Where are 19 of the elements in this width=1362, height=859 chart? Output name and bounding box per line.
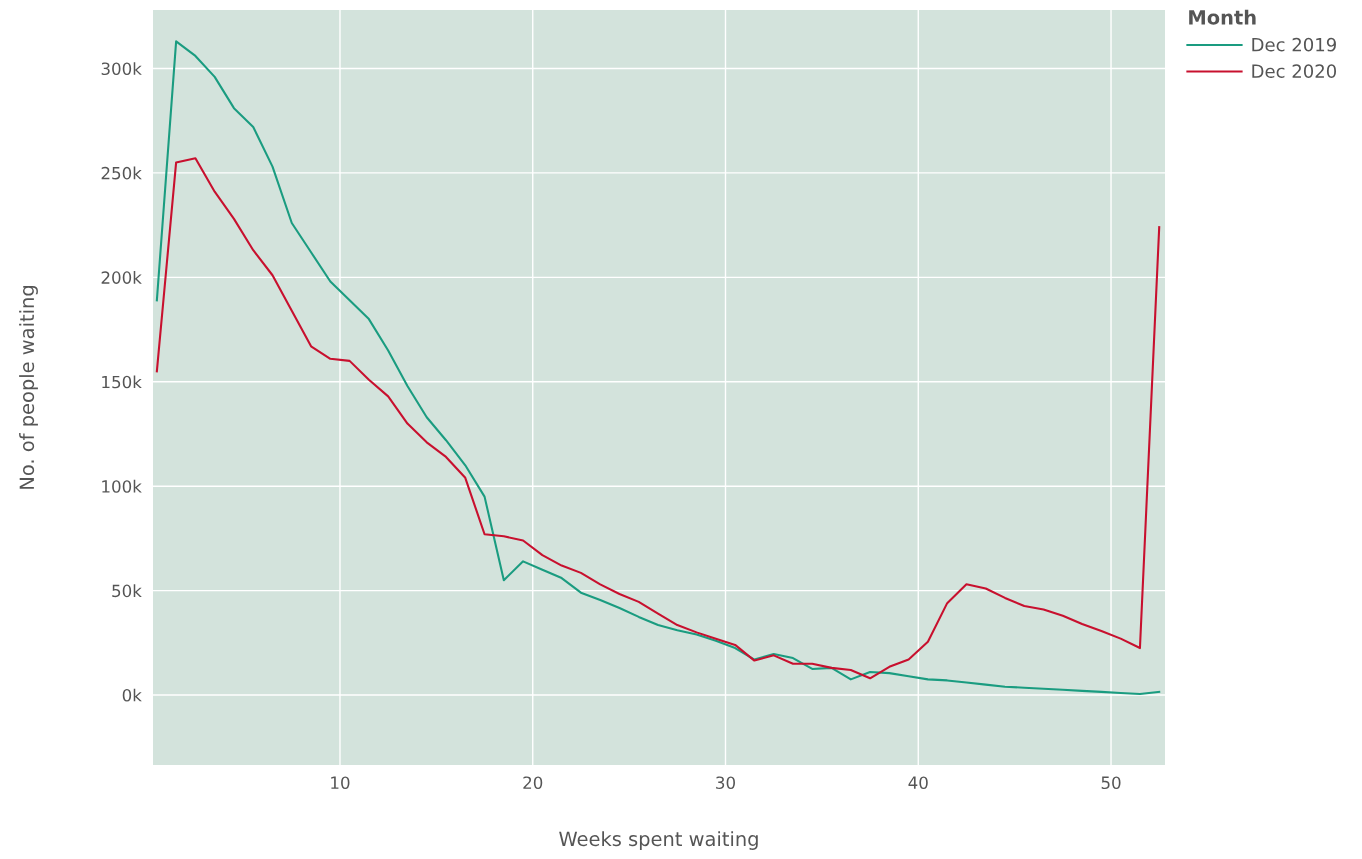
legend-label: Dec 2019 — [1252, 37, 1336, 52]
x-tick-label: 10 — [331, 776, 350, 790]
x-tick-label: 30 — [716, 776, 735, 790]
x-axis-title: Weeks spent waiting — [559, 831, 758, 850]
line-series — [155, 157, 1161, 680]
x-tick-label: 20 — [523, 776, 543, 790]
y-tick-label: 200k — [101, 271, 142, 284]
y-tick-label: 0k — [122, 688, 142, 702]
y-tick-label: 50k — [112, 584, 142, 598]
line-series — [155, 40, 1161, 696]
x-tick-label: 40 — [908, 776, 928, 790]
legend-title: Month — [1189, 9, 1256, 25]
y-axis-title: No. of people waiting — [19, 286, 38, 489]
legend-label: Dec 2020 — [1252, 64, 1337, 78]
x-tick-label: 50 — [1101, 776, 1121, 790]
y-tick-label: 150k — [102, 375, 142, 389]
y-tick-label: 100k — [102, 479, 142, 493]
y-tick-label: 300k — [101, 62, 142, 76]
y-tick-label: 250k — [101, 166, 142, 180]
